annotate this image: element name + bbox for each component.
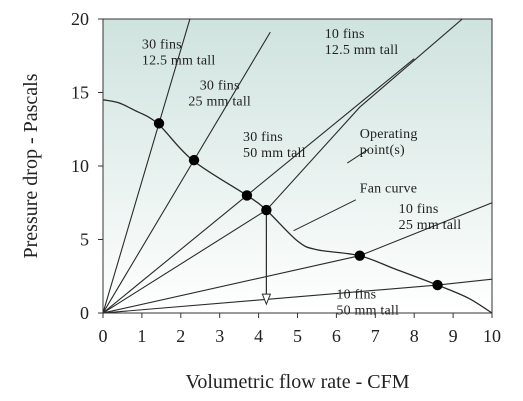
operating-point-4 (261, 204, 272, 216)
x-axis-title: Volumetric flow rate - CFM (185, 371, 409, 393)
y-tick-label-0: 0 (80, 303, 89, 323)
annotation-2: 30 fins 25 mm tall (188, 79, 251, 110)
x-tick-label-9: 9 (449, 326, 458, 346)
x-tick-label-3: 3 (215, 326, 224, 346)
x-axis-ticks: 0 1 2 3 4 5 6 7 8 9 10 (99, 313, 501, 346)
annotation-4-line-1: 10 fins (325, 27, 365, 42)
x-tick-label-0: 0 (99, 326, 108, 346)
annotation-3-line-2: 50 mm tall (243, 146, 306, 161)
x-tick-label-4: 4 (254, 326, 263, 346)
leader-line-1 (347, 149, 368, 164)
system-curve-4 (103, 19, 464, 313)
x-tick-label-7: 7 (371, 326, 380, 346)
annotation-4: 10 fins 12.5 mm tall (325, 27, 399, 58)
operating-point-5 (354, 250, 365, 261)
operating-point-3 (241, 190, 253, 201)
x-tick-label-2: 2 (176, 326, 185, 346)
drop-arrow-group (261, 210, 272, 306)
leader-line-2 (293, 199, 357, 232)
y-axis-title: Pressure drop - Pascals (20, 73, 42, 258)
annotation-6-line-1: Fan curve (360, 181, 417, 196)
annotation-1-line-1: 30 fins (142, 37, 182, 52)
y-axis-ticks: 0 5 10 15 20 (71, 9, 103, 323)
y-tick-label-5: 5 (80, 230, 89, 250)
operating-point-1 (153, 118, 165, 129)
annotation-8-line-2: 50 mm tall (336, 303, 399, 318)
annotation-1: 30 fins 12.5 mm tall (142, 37, 216, 68)
annotation-7-line-2: 25 mm tall (399, 218, 462, 233)
annotation-3: 30 fins 50 mm tall (243, 130, 306, 161)
annotation-2-line-2: 25 mm tall (188, 95, 251, 110)
x-tick-label-1: 1 (137, 326, 146, 346)
annotation-3-line-1: 30 fins (243, 130, 283, 145)
operating-point-2 (188, 154, 200, 166)
plot-background (103, 19, 492, 313)
annotation-2-line-1: 30 fins (200, 79, 240, 94)
annotation-5-line-2: point(s) (360, 143, 405, 158)
y-tick-label-10: 10 (71, 156, 89, 176)
annotation-8: 10 fins 50 mm tall (336, 287, 399, 318)
operating-points (153, 118, 443, 291)
x-tick-label-8: 8 (410, 326, 419, 346)
annotation-6: Fan curve (360, 181, 417, 196)
annotation-4-line-2: 12.5 mm tall (325, 43, 399, 58)
x-tick-label-6: 6 (332, 326, 341, 346)
annotation-7: 10 fins 25 mm tall (399, 202, 462, 233)
y-tick-label-15: 15 (71, 83, 89, 103)
annotation-8-line-1: 10 fins (336, 287, 376, 302)
x-tick-label-5: 5 (293, 326, 302, 346)
annotation-1-line-2: 12.5 mm tall (142, 53, 216, 68)
leader-lines (293, 149, 368, 232)
drop-arrow-head (261, 293, 272, 306)
annotation-5: Operating point(s) (360, 127, 418, 158)
annotation-7-line-1: 10 fins (399, 202, 439, 217)
y-tick-label-20: 20 (71, 9, 89, 29)
x-tick-label-10: 10 (483, 326, 501, 346)
annotation-5-line-1: Operating (360, 127, 418, 142)
operating-point-6 (432, 279, 443, 291)
